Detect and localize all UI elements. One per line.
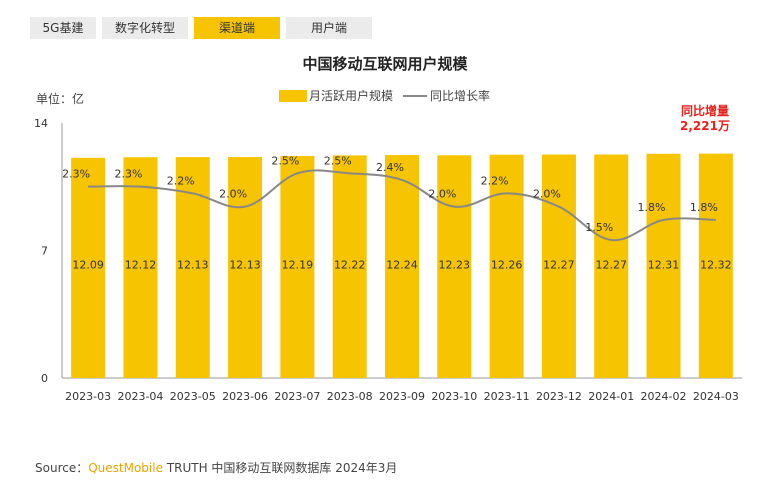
x-tick-label: 2023-10 — [431, 390, 477, 403]
bar-value-label: 12.27 — [595, 259, 627, 272]
x-tick-label: 2023-09 — [379, 390, 425, 403]
tab-digital-transformation[interactable]: 数字化转型 — [102, 17, 188, 39]
rate-label: 1.5% — [585, 221, 613, 234]
bar-value-label: 12.19 — [282, 259, 314, 272]
rate-label: 2.5% — [324, 154, 352, 167]
x-tick-label: 2023-05 — [170, 390, 216, 403]
y-tick-label: 0 — [41, 372, 48, 385]
chart-legend: 月活跃用户规模 同比增长率 — [279, 87, 490, 104]
rate-label: 2.5% — [271, 154, 299, 167]
bar-value-label: 12.09 — [72, 259, 104, 272]
bar-value-label: 12.13 — [177, 259, 209, 272]
rate-label: 2.2% — [481, 174, 509, 187]
bar-value-label: 12.32 — [700, 259, 732, 272]
y-tick-label: 7 — [41, 245, 48, 258]
legend-bar-label: 月活跃用户规模 — [309, 89, 394, 103]
bar — [123, 157, 158, 378]
x-tick-label: 2023-07 — [274, 390, 320, 403]
unit-label: 单位：亿 — [36, 92, 85, 106]
bar — [437, 155, 472, 378]
chart-title: 中国移动互联网用户规模 — [302, 55, 468, 73]
x-tick-label: 2023-03 — [65, 390, 111, 403]
bar-value-label: 12.27 — [543, 259, 575, 272]
tab-user[interactable]: 用户端 — [286, 17, 372, 39]
x-tick-label: 2023-06 — [222, 390, 268, 403]
x-tick-label: 2024-01 — [588, 390, 634, 403]
bar — [646, 153, 681, 378]
bar — [541, 154, 576, 378]
rate-label: 1.8% — [638, 201, 666, 214]
rate-label: 2.2% — [167, 174, 195, 187]
bar-value-label: 12.26 — [491, 259, 523, 272]
bar — [385, 155, 419, 378]
bar-value-label: 12.23 — [439, 259, 471, 272]
source-prefix: Source： — [35, 461, 89, 475]
bar — [228, 157, 263, 378]
legend-line-label: 同比增长率 — [430, 89, 491, 103]
growth-rate-line — [88, 169, 716, 242]
x-tick-label: 2023-12 — [536, 390, 582, 403]
rate-label: 2.3% — [114, 168, 142, 181]
x-tick-label: 2023-04 — [117, 390, 163, 403]
legend-line-swatch — [403, 94, 428, 97]
source-note: Source：QuestMobile TRUTH 中国移动互联网数据库 2024… — [35, 459, 397, 476]
bar-value-label: 12.13 — [229, 259, 261, 272]
tab-5g-infrastructure[interactable]: 5G基建 — [30, 17, 96, 39]
callout-value: 2,221万 — [680, 119, 730, 133]
bar-value-label: 12.12 — [125, 259, 157, 272]
bar-value-label: 12.31 — [648, 259, 680, 272]
bar — [594, 154, 629, 378]
rate-label: 2.3% — [62, 168, 90, 181]
rate-label: 1.8% — [690, 201, 718, 214]
bar — [489, 154, 524, 378]
source-brand: QuestMobile — [88, 461, 163, 475]
x-tick-label: 2024-02 — [641, 390, 687, 403]
x-tick-label: 2024-03 — [693, 390, 739, 403]
yoy-increment-callout: 同比增量 2,221万 — [670, 104, 740, 134]
bar — [71, 157, 106, 378]
tab-bar: 5G基建 数字化转型 渠道端 用户端 — [30, 17, 372, 39]
callout-title: 同比增量 — [680, 104, 729, 118]
source-rest: TRUTH 中国移动互联网数据库 2024年3月 — [166, 461, 398, 475]
y-tick-label: 14 — [34, 117, 48, 130]
rate-label: 2.0% — [219, 188, 247, 201]
rate-label: 2.0% — [533, 188, 561, 201]
bar — [332, 155, 367, 378]
x-tick-label: 2023-08 — [327, 390, 373, 403]
bar — [698, 153, 733, 378]
x-tick-label: 2023-11 — [484, 390, 530, 403]
bar-value-label: 12.24 — [386, 259, 418, 272]
tab-channel[interactable]: 渠道端 — [194, 17, 280, 39]
bar — [280, 155, 315, 378]
rate-label: 2.4% — [376, 161, 404, 174]
rate-label: 2.0% — [428, 188, 456, 201]
legend-bar-swatch — [279, 89, 307, 102]
bar-value-label: 12.22 — [334, 259, 366, 272]
